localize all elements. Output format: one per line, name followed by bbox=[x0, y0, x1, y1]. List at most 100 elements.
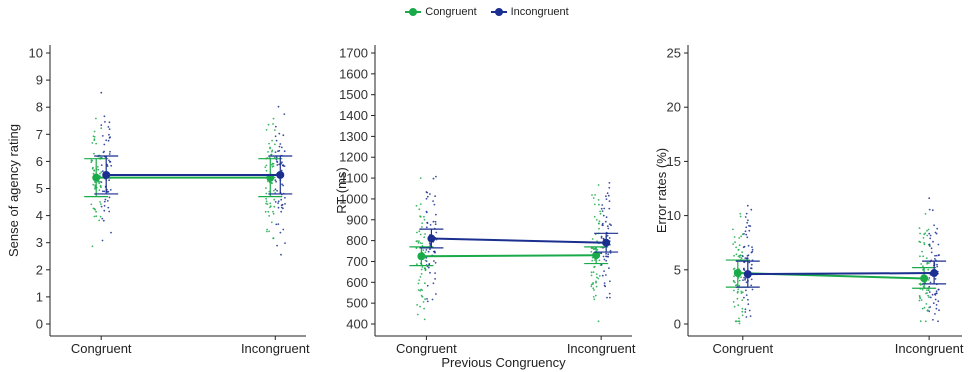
raw-point bbox=[741, 251, 743, 253]
y-tick-label: 3 bbox=[36, 235, 43, 250]
raw-point bbox=[602, 275, 604, 277]
raw-point bbox=[421, 222, 423, 224]
mean-point-congruent bbox=[417, 252, 425, 260]
raw-point bbox=[102, 240, 104, 242]
mean-point-incongruent bbox=[744, 270, 752, 278]
raw-point bbox=[108, 126, 110, 128]
raw-point bbox=[273, 206, 275, 208]
raw-point bbox=[739, 280, 741, 282]
raw-point bbox=[426, 298, 428, 300]
raw-point bbox=[920, 320, 922, 322]
raw-point bbox=[273, 190, 275, 192]
raw-point bbox=[606, 297, 608, 299]
raw-point bbox=[747, 219, 749, 221]
raw-point bbox=[920, 263, 922, 265]
raw-point bbox=[751, 279, 753, 281]
raw-point bbox=[609, 293, 611, 295]
raw-point bbox=[928, 296, 930, 298]
raw-point bbox=[275, 126, 277, 128]
raw-point bbox=[746, 281, 748, 283]
raw-point bbox=[434, 272, 436, 274]
raw-point bbox=[281, 147, 283, 149]
y-tick-label: 0 bbox=[36, 317, 43, 332]
raw-point bbox=[745, 226, 747, 228]
mean-point-congruent bbox=[920, 274, 928, 282]
raw-point bbox=[426, 212, 428, 214]
raw-point bbox=[605, 260, 607, 262]
raw-point bbox=[101, 181, 103, 183]
raw-point bbox=[427, 196, 429, 198]
raw-point bbox=[607, 225, 609, 227]
raw-point bbox=[103, 144, 105, 146]
raw-point bbox=[284, 150, 286, 152]
raw-point bbox=[105, 199, 107, 201]
raw-point bbox=[743, 268, 745, 270]
raw-point bbox=[602, 223, 604, 225]
raw-point bbox=[593, 289, 595, 291]
raw-point bbox=[938, 244, 940, 246]
x-axis-label: Previous Congruency bbox=[441, 355, 566, 370]
raw-point bbox=[931, 252, 933, 254]
raw-point bbox=[418, 208, 420, 210]
raw-point bbox=[747, 303, 749, 305]
raw-point bbox=[746, 294, 748, 296]
raw-point bbox=[272, 123, 274, 125]
raw-point bbox=[605, 221, 607, 223]
raw-point bbox=[601, 208, 603, 210]
raw-point bbox=[108, 134, 110, 136]
raw-point bbox=[745, 290, 747, 292]
raw-point bbox=[435, 232, 437, 234]
raw-point bbox=[593, 296, 595, 298]
raw-point bbox=[733, 301, 735, 303]
y-tick-label: 400 bbox=[346, 317, 368, 332]
raw-point bbox=[929, 306, 931, 308]
raw-point bbox=[603, 270, 605, 272]
raw-point bbox=[98, 182, 100, 184]
raw-point bbox=[435, 293, 437, 295]
raw-point bbox=[94, 136, 96, 138]
raw-point bbox=[423, 301, 425, 303]
raw-point bbox=[599, 260, 601, 262]
raw-point bbox=[919, 300, 921, 302]
raw-point bbox=[418, 279, 420, 281]
raw-point bbox=[430, 224, 432, 226]
raw-point bbox=[921, 251, 923, 253]
raw-point bbox=[751, 252, 753, 254]
raw-point bbox=[598, 184, 600, 186]
raw-point bbox=[605, 274, 607, 276]
raw-point bbox=[267, 151, 269, 153]
raw-point bbox=[99, 173, 101, 175]
raw-point bbox=[94, 138, 96, 140]
raw-point bbox=[268, 124, 270, 126]
raw-point bbox=[426, 198, 428, 200]
raw-point bbox=[99, 201, 101, 203]
raw-point bbox=[736, 253, 738, 255]
raw-point bbox=[744, 257, 746, 259]
raw-point bbox=[433, 178, 435, 180]
raw-point bbox=[609, 280, 611, 282]
raw-point bbox=[416, 263, 418, 265]
raw-point bbox=[746, 213, 748, 215]
raw-point bbox=[745, 216, 747, 218]
raw-point bbox=[739, 213, 741, 215]
raw-point bbox=[100, 124, 102, 126]
raw-point bbox=[281, 183, 283, 185]
raw-point bbox=[434, 251, 436, 253]
raw-point bbox=[748, 262, 750, 264]
raw-point bbox=[421, 226, 423, 228]
raw-point bbox=[601, 264, 603, 266]
raw-point bbox=[592, 287, 594, 289]
raw-point bbox=[933, 224, 935, 226]
raw-point bbox=[934, 255, 936, 257]
raw-point bbox=[742, 308, 744, 310]
raw-point bbox=[593, 298, 595, 300]
raw-point bbox=[745, 234, 747, 236]
raw-point bbox=[275, 135, 277, 137]
raw-point bbox=[937, 320, 939, 322]
raw-point bbox=[742, 291, 744, 293]
raw-point bbox=[926, 235, 928, 237]
raw-point bbox=[590, 285, 592, 287]
raw-point bbox=[735, 320, 737, 322]
raw-point bbox=[95, 118, 97, 120]
raw-point bbox=[601, 236, 603, 238]
